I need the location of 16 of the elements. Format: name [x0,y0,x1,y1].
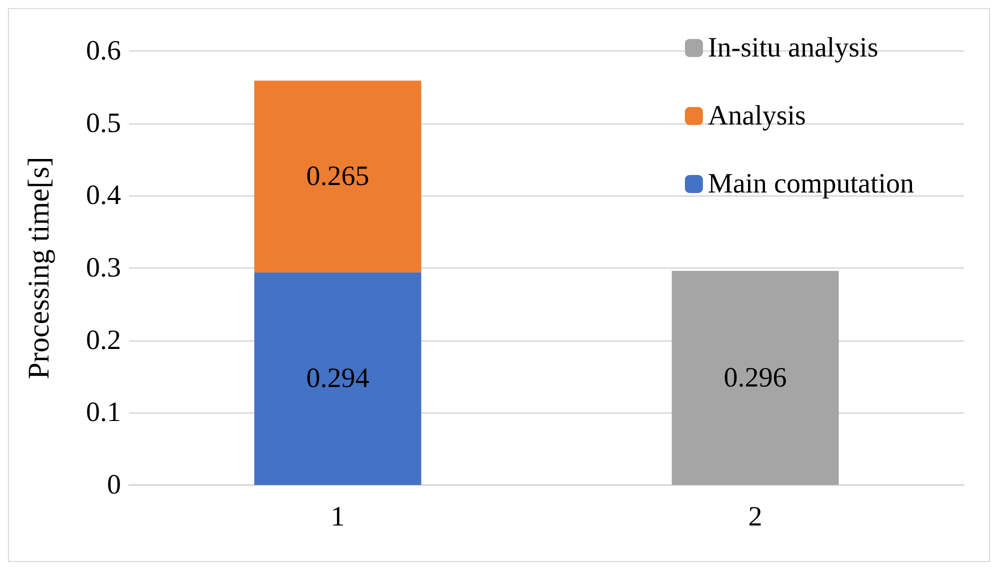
data-label: 0.296 [724,362,787,394]
y-tick-label: 0.3 [86,252,121,284]
y-tick-label: 0.5 [86,108,121,139]
x-tick-label: 1 [330,502,345,532]
y-tick-label: 0.2 [86,324,121,356]
y-tick-label: 0.1 [86,397,121,428]
legend-label: In-situ analysis [708,32,878,64]
x-tick-label: 2 [748,502,762,532]
data-label: 0.265 [306,161,370,192]
data-label: 0.294 [306,363,370,394]
y-tick-label: 0 [107,470,121,500]
legend-label: Analysis [708,100,806,132]
y-axis-title: Processing time[s] [22,156,56,380]
legend-label: Main computation [708,168,914,200]
y-tick-label: 0.4 [86,180,121,212]
y-tick-label: 0.6 [86,36,121,66]
